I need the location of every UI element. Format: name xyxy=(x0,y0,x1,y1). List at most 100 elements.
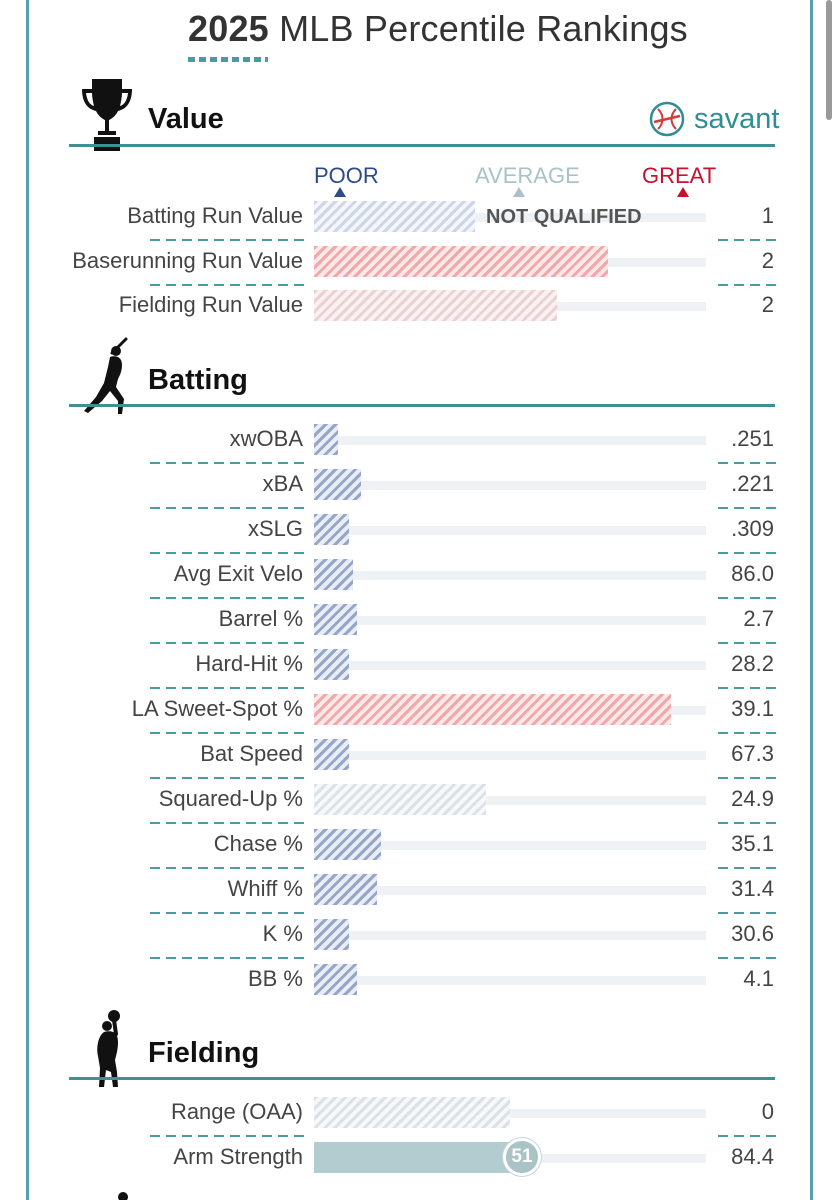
metric-row-hard-hit[interactable]: Hard-Hit % 28.2 xyxy=(0,645,840,690)
percentile-track xyxy=(314,526,706,535)
row-divider-right xyxy=(718,957,776,959)
page-title: 2025 MLB Percentile Rankings xyxy=(188,8,688,50)
row-divider-right xyxy=(718,732,776,734)
percentile-bar[interactable] xyxy=(314,1097,510,1128)
row-divider-left xyxy=(150,597,304,599)
percentile-bar[interactable] xyxy=(314,469,361,500)
scrollbar[interactable] xyxy=(826,0,832,120)
metric-label: Baserunning Run Value xyxy=(72,247,303,273)
percentile-bar[interactable] xyxy=(314,245,608,277)
metric-value: 2 xyxy=(761,292,774,317)
metric-row-squared-up[interactable]: Squared-Up % 24.9 xyxy=(0,780,840,825)
metric-row-fielding-run-value[interactable]: Fielding Run Value 2 xyxy=(0,286,840,331)
percentile-bar[interactable] xyxy=(314,604,357,635)
section-title-fielding: Fielding xyxy=(148,1037,260,1069)
metric-row-whiff[interactable]: Whiff % 31.4 xyxy=(0,870,840,915)
percentile-track xyxy=(314,886,706,895)
legend-great: GREAT xyxy=(642,163,716,197)
metric-row-k[interactable]: K % 30.6 xyxy=(0,915,840,960)
metric-label: Bat Speed xyxy=(200,741,303,766)
metric-row-chase[interactable]: Chase % 35.1 xyxy=(0,825,840,870)
row-divider-right xyxy=(718,239,776,241)
metric-value: 4.1 xyxy=(743,966,774,991)
metric-row-avg-exit-velo[interactable]: Avg Exit Velo 86.0 xyxy=(0,555,840,600)
metric-row-baserunning-run-value[interactable]: Baserunning Run Value 2 xyxy=(0,242,840,287)
row-divider-left xyxy=(150,957,304,959)
percentile-bar[interactable] xyxy=(314,739,349,770)
savant-text: savant xyxy=(694,102,780,135)
metric-row-batting-run-value[interactable]: Batting Run Value NOT QUALIFIED 1 xyxy=(0,197,840,242)
percentile-track xyxy=(314,213,706,222)
fielder-silhouette-icon xyxy=(97,1010,120,1087)
percentile-track xyxy=(314,1109,706,1118)
metric-value: .309 xyxy=(731,516,774,541)
metric-value: 67.3 xyxy=(731,741,774,766)
percentile-bar[interactable] xyxy=(314,694,671,725)
batter-silhouette-icon xyxy=(84,337,128,414)
row-divider-left xyxy=(150,867,304,869)
metric-row-arm-strength[interactable]: Arm Strength 51 84.4 xyxy=(0,1138,840,1183)
percentile-bar[interactable] xyxy=(314,514,349,545)
metric-value: 35.1 xyxy=(731,831,774,856)
row-divider-right xyxy=(718,1135,776,1137)
metric-label: Batting Run Value xyxy=(127,203,303,228)
percentile-track xyxy=(314,931,706,940)
metric-value: 24.9 xyxy=(731,786,774,811)
savant-logo[interactable]: savant xyxy=(648,100,779,138)
metric-row-bb[interactable]: BB % 4.1 xyxy=(0,960,840,1005)
row-divider-left xyxy=(150,777,304,779)
metric-label: Arm Strength xyxy=(173,1144,303,1169)
metric-row-xslg[interactable]: xSLG .309 xyxy=(0,510,840,555)
percentile-bar[interactable] xyxy=(314,424,338,455)
percentile-track xyxy=(314,616,706,625)
metric-value: 31.4 xyxy=(731,876,774,901)
percentile-bar[interactable] xyxy=(314,874,377,905)
not-qualified-label: NOT QUALIFIED xyxy=(486,206,642,228)
title-text: MLB Percentile Rankings xyxy=(279,8,688,49)
metric-value: .251 xyxy=(731,426,774,451)
baseball-icon xyxy=(649,101,685,137)
metric-row-barrel[interactable]: Barrel % 2.7 xyxy=(0,600,840,645)
percentile-track xyxy=(314,661,706,670)
percentile-bar[interactable] xyxy=(314,290,557,321)
metric-row-la-sweet-spot[interactable]: LA Sweet-Spot % 39.1 xyxy=(0,690,840,735)
metric-row-xwoba[interactable]: xwOBA .251 xyxy=(0,420,840,465)
metric-label: Barrel % xyxy=(218,606,303,631)
trophy-icon xyxy=(82,79,132,151)
row-divider-left xyxy=(150,283,304,286)
metric-label: Fielding Run Value xyxy=(118,292,303,317)
metric-value: 39.1 xyxy=(731,696,774,721)
metric-value: 2.7 xyxy=(743,606,774,631)
legend-great-marker xyxy=(677,187,689,197)
percentile-badge: 51 xyxy=(503,1138,541,1176)
legend-average: AVERAGE xyxy=(475,163,580,197)
legend-poor-marker xyxy=(334,187,346,197)
percentile-bar[interactable] xyxy=(314,784,486,815)
row-divider-right xyxy=(718,507,776,509)
metric-row-bat-speed[interactable]: Bat Speed 67.3 xyxy=(0,735,840,780)
percentile-bar[interactable] xyxy=(314,649,349,680)
left-frame-border xyxy=(26,0,29,1200)
percentile-bar[interactable] xyxy=(314,1142,514,1173)
metric-row-range-oaa[interactable]: Range (OAA) 0 xyxy=(0,1093,840,1138)
percentile-bar[interactable] xyxy=(314,201,475,232)
percentile-track xyxy=(314,841,706,850)
percentile-bar[interactable] xyxy=(314,559,353,590)
percentile-track xyxy=(314,751,706,760)
metric-value: 2 xyxy=(761,247,774,273)
metric-value: 84.4 xyxy=(731,1144,774,1169)
metric-label: Range (OAA) xyxy=(170,1099,303,1124)
legend-average-label: AVERAGE xyxy=(475,163,580,188)
row-divider-right xyxy=(718,552,776,554)
legend-average-marker xyxy=(513,187,525,197)
percentile-bar[interactable] xyxy=(314,829,381,860)
metric-row-xba[interactable]: xBA .221 xyxy=(0,465,840,510)
row-divider-right xyxy=(718,283,776,286)
section-rule-fielding xyxy=(69,1077,775,1080)
percentile-bar[interactable] xyxy=(314,964,357,995)
metric-value: 30.6 xyxy=(731,921,774,946)
next-section-icon xyxy=(118,1192,128,1200)
legend-poor: POOR xyxy=(314,163,379,197)
legend-poor-label: POOR xyxy=(314,163,379,188)
percentile-bar[interactable] xyxy=(314,919,349,950)
